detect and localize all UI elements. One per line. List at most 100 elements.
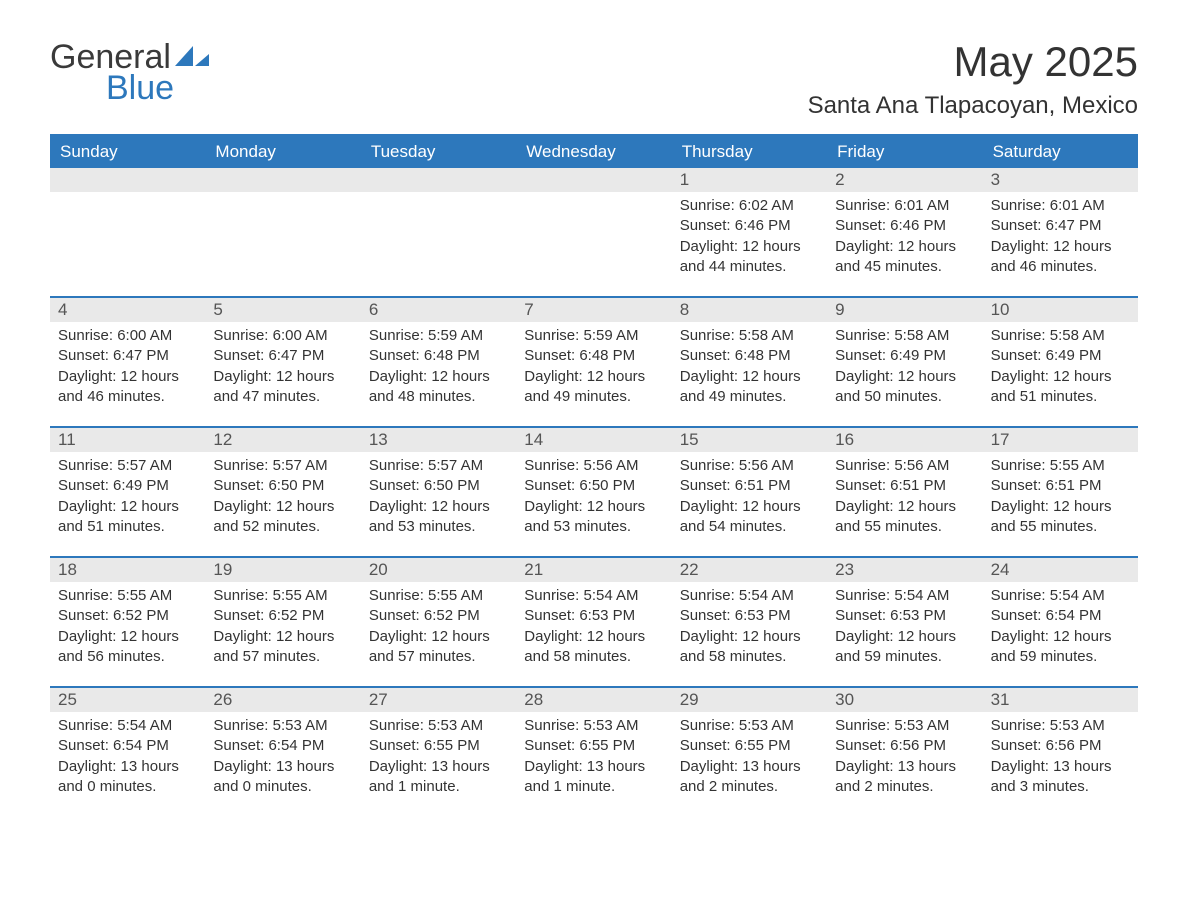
day-number: 4: [50, 298, 205, 322]
day-cell: 12Sunrise: 5:57 AMSunset: 6:50 PMDayligh…: [205, 428, 360, 556]
day-body: Sunrise: 5:55 AMSunset: 6:52 PMDaylight:…: [361, 582, 516, 667]
day-cell: 6Sunrise: 5:59 AMSunset: 6:48 PMDaylight…: [361, 298, 516, 426]
sunrise-text: Sunrise: 5:59 AM: [524, 326, 663, 346]
day-number: 14: [516, 428, 671, 452]
sunset-text: Sunset: 6:50 PM: [369, 476, 508, 496]
sunset-text: Sunset: 6:53 PM: [524, 606, 663, 626]
day-number: 21: [516, 558, 671, 582]
sunrise-text: Sunrise: 5:57 AM: [369, 456, 508, 476]
day-number: 24: [983, 558, 1138, 582]
day-cell: 31Sunrise: 5:53 AMSunset: 6:56 PMDayligh…: [983, 688, 1138, 816]
daylight-text: Daylight: 13 hours and 0 minutes.: [213, 757, 352, 798]
day-cell: 23Sunrise: 5:54 AMSunset: 6:53 PMDayligh…: [827, 558, 982, 686]
sunset-text: Sunset: 6:47 PM: [58, 346, 197, 366]
location-label: Santa Ana Tlapacoyan, Mexico: [808, 92, 1138, 120]
sunrise-text: Sunrise: 5:59 AM: [369, 326, 508, 346]
day-cell: [50, 168, 205, 296]
sunset-text: Sunset: 6:52 PM: [58, 606, 197, 626]
sunrise-text: Sunrise: 6:01 AM: [835, 196, 974, 216]
daylight-text: Daylight: 12 hours and 53 minutes.: [369, 497, 508, 538]
daylight-text: Daylight: 12 hours and 54 minutes.: [680, 497, 819, 538]
day-body: Sunrise: 5:57 AMSunset: 6:49 PMDaylight:…: [50, 452, 205, 537]
dow-cell: Monday: [205, 136, 360, 168]
day-cell: 25Sunrise: 5:54 AMSunset: 6:54 PMDayligh…: [50, 688, 205, 816]
day-cell: 24Sunrise: 5:54 AMSunset: 6:54 PMDayligh…: [983, 558, 1138, 686]
day-cell: 11Sunrise: 5:57 AMSunset: 6:49 PMDayligh…: [50, 428, 205, 556]
day-number: 16: [827, 428, 982, 452]
sunrise-text: Sunrise: 5:53 AM: [991, 716, 1130, 736]
day-cell: 16Sunrise: 5:56 AMSunset: 6:51 PMDayligh…: [827, 428, 982, 556]
day-body: Sunrise: 5:59 AMSunset: 6:48 PMDaylight:…: [516, 322, 671, 407]
daylight-text: Daylight: 12 hours and 44 minutes.: [680, 237, 819, 278]
day-number: 30: [827, 688, 982, 712]
day-cell: 14Sunrise: 5:56 AMSunset: 6:50 PMDayligh…: [516, 428, 671, 556]
daylight-text: Daylight: 13 hours and 1 minute.: [524, 757, 663, 798]
day-number: 27: [361, 688, 516, 712]
daylight-text: Daylight: 12 hours and 52 minutes.: [213, 497, 352, 538]
sunset-text: Sunset: 6:50 PM: [213, 476, 352, 496]
day-number: 22: [672, 558, 827, 582]
day-body: Sunrise: 6:00 AMSunset: 6:47 PMDaylight:…: [50, 322, 205, 407]
sunrise-text: Sunrise: 5:53 AM: [369, 716, 508, 736]
day-number: 3: [983, 168, 1138, 192]
day-cell: 22Sunrise: 5:54 AMSunset: 6:53 PMDayligh…: [672, 558, 827, 686]
logo-triangle-icon: [175, 44, 209, 71]
day-number: 2: [827, 168, 982, 192]
sunset-text: Sunset: 6:53 PM: [835, 606, 974, 626]
daylight-text: Daylight: 12 hours and 51 minutes.: [991, 367, 1130, 408]
daylight-text: Daylight: 12 hours and 56 minutes.: [58, 627, 197, 668]
day-body: Sunrise: 5:54 AMSunset: 6:54 PMDaylight:…: [50, 712, 205, 797]
day-number: [361, 168, 516, 192]
day-body: Sunrise: 5:56 AMSunset: 6:50 PMDaylight:…: [516, 452, 671, 537]
day-number: 26: [205, 688, 360, 712]
week-row: 25Sunrise: 5:54 AMSunset: 6:54 PMDayligh…: [50, 686, 1138, 816]
sunset-text: Sunset: 6:51 PM: [835, 476, 974, 496]
sunset-text: Sunset: 6:56 PM: [991, 736, 1130, 756]
sunrise-text: Sunrise: 5:54 AM: [524, 586, 663, 606]
sunrise-text: Sunrise: 5:57 AM: [58, 456, 197, 476]
day-cell: 30Sunrise: 5:53 AMSunset: 6:56 PMDayligh…: [827, 688, 982, 816]
day-number: 25: [50, 688, 205, 712]
day-cell: 29Sunrise: 5:53 AMSunset: 6:55 PMDayligh…: [672, 688, 827, 816]
sunrise-text: Sunrise: 5:58 AM: [835, 326, 974, 346]
sunrise-text: Sunrise: 5:55 AM: [369, 586, 508, 606]
daylight-text: Daylight: 12 hours and 57 minutes.: [369, 627, 508, 668]
sunrise-text: Sunrise: 5:53 AM: [835, 716, 974, 736]
day-body: Sunrise: 5:59 AMSunset: 6:48 PMDaylight:…: [361, 322, 516, 407]
day-number: 6: [361, 298, 516, 322]
sunset-text: Sunset: 6:47 PM: [991, 216, 1130, 236]
logo: General Blue: [50, 38, 209, 108]
day-body: Sunrise: 5:53 AMSunset: 6:55 PMDaylight:…: [672, 712, 827, 797]
sunrise-text: Sunrise: 5:53 AM: [213, 716, 352, 736]
daylight-text: Daylight: 12 hours and 53 minutes.: [524, 497, 663, 538]
dow-cell: Friday: [827, 136, 982, 168]
day-body: Sunrise: 5:55 AMSunset: 6:52 PMDaylight:…: [205, 582, 360, 667]
daylight-text: Daylight: 13 hours and 0 minutes.: [58, 757, 197, 798]
sunrise-text: Sunrise: 5:54 AM: [58, 716, 197, 736]
day-number: [50, 168, 205, 192]
daylight-text: Daylight: 12 hours and 58 minutes.: [524, 627, 663, 668]
sunset-text: Sunset: 6:55 PM: [680, 736, 819, 756]
week-row: 1Sunrise: 6:02 AMSunset: 6:46 PMDaylight…: [50, 168, 1138, 296]
sunrise-text: Sunrise: 6:00 AM: [213, 326, 352, 346]
day-cell: 15Sunrise: 5:56 AMSunset: 6:51 PMDayligh…: [672, 428, 827, 556]
sunrise-text: Sunrise: 5:55 AM: [58, 586, 197, 606]
day-number: 12: [205, 428, 360, 452]
day-number: 13: [361, 428, 516, 452]
day-body: Sunrise: 5:58 AMSunset: 6:48 PMDaylight:…: [672, 322, 827, 407]
day-cell: 27Sunrise: 5:53 AMSunset: 6:55 PMDayligh…: [361, 688, 516, 816]
day-cell: [516, 168, 671, 296]
title-block: May 2025 Santa Ana Tlapacoyan, Mexico: [808, 38, 1138, 120]
day-number: 11: [50, 428, 205, 452]
day-number: 20: [361, 558, 516, 582]
sunset-text: Sunset: 6:56 PM: [835, 736, 974, 756]
daylight-text: Daylight: 12 hours and 46 minutes.: [991, 237, 1130, 278]
day-cell: 17Sunrise: 5:55 AMSunset: 6:51 PMDayligh…: [983, 428, 1138, 556]
sunrise-text: Sunrise: 5:54 AM: [680, 586, 819, 606]
day-number: [516, 168, 671, 192]
dow-cell: Sunday: [50, 136, 205, 168]
sunrise-text: Sunrise: 6:00 AM: [58, 326, 197, 346]
day-body: Sunrise: 5:57 AMSunset: 6:50 PMDaylight:…: [205, 452, 360, 537]
day-body: Sunrise: 5:56 AMSunset: 6:51 PMDaylight:…: [827, 452, 982, 537]
day-number: 18: [50, 558, 205, 582]
